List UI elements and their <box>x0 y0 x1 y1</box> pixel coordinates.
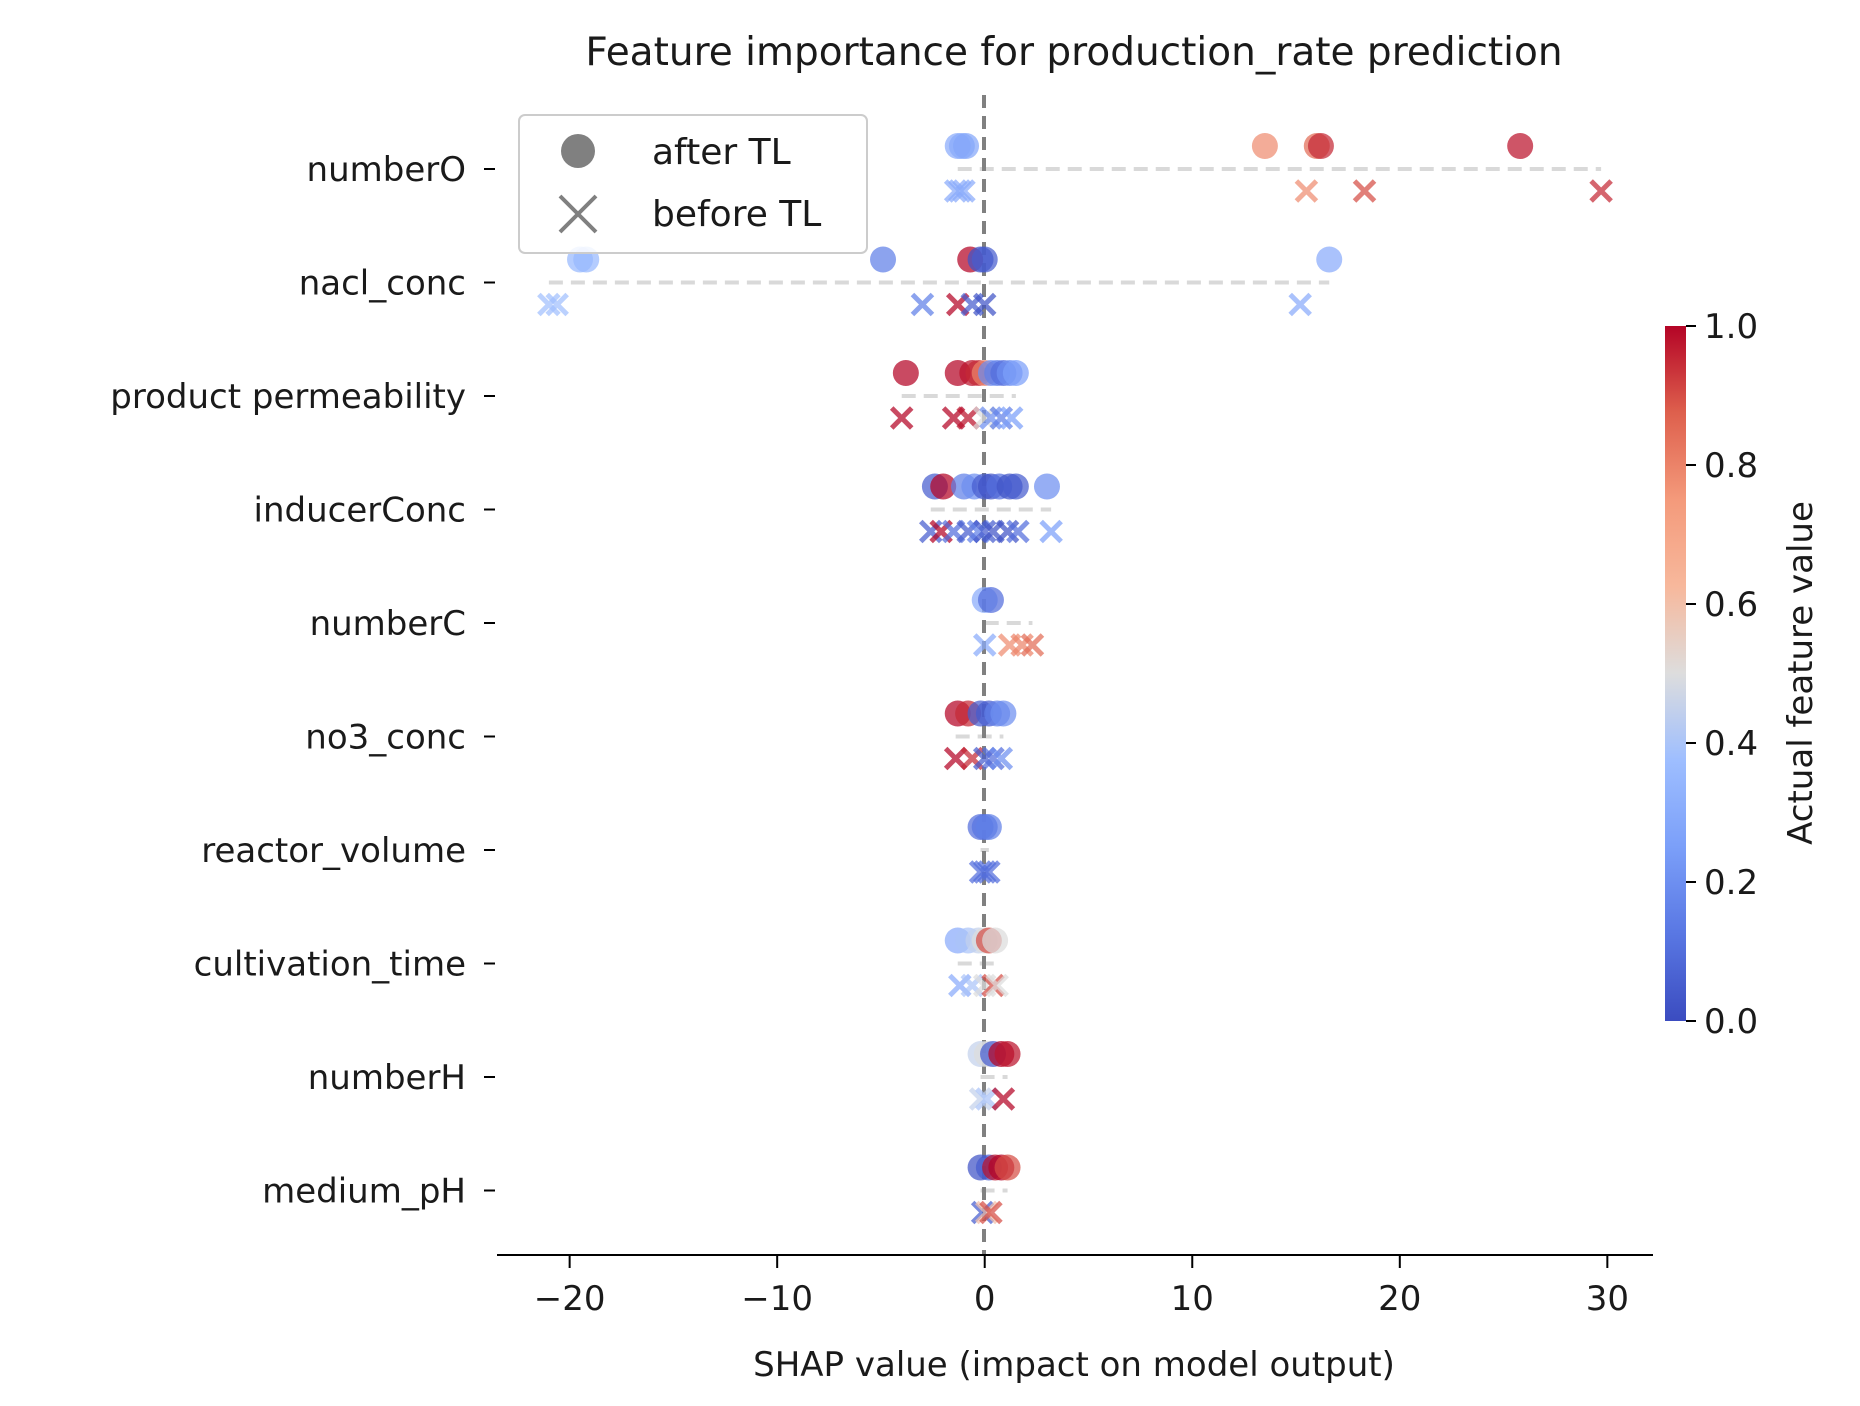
before-tl-point <box>972 633 997 657</box>
after-tl-point <box>1002 360 1029 386</box>
legend-label-after: after TL <box>652 132 791 173</box>
after-tl-point <box>1316 246 1343 273</box>
before-tl-point <box>981 973 1005 998</box>
after-tl-point <box>1307 133 1334 159</box>
colorbar-tick-label: 0.0 <box>1704 1002 1758 1042</box>
before-tl-point <box>943 179 968 203</box>
x-tick-label: 20 <box>1378 1279 1421 1319</box>
after-tl-point <box>994 1154 1021 1181</box>
chart-title: Feature importance for production_rate p… <box>585 30 1562 75</box>
before-tl-point <box>952 179 976 203</box>
colorbar-tick-label: 0.2 <box>1704 863 1758 903</box>
after-tl-point <box>953 133 980 159</box>
after-tl-point <box>892 360 919 386</box>
before-tl-point <box>999 406 1024 430</box>
before-tl-point <box>985 973 1009 998</box>
colorbar-ticks: 0.0 0.2 0.4 0.6 0.8 1.0 <box>1686 307 1758 1042</box>
before-tl-point <box>1039 519 1063 544</box>
before-tl-point <box>1006 519 1030 544</box>
after-tl-point <box>975 814 1002 840</box>
y-tick-label: numberH <box>308 1058 466 1098</box>
after-tl-point <box>930 473 957 500</box>
before-tl-point <box>972 519 997 544</box>
before-tl-point <box>1020 633 1045 657</box>
colorbar-tick-label: 1.0 <box>1704 307 1758 347</box>
y-tick-label: cultivation_time <box>194 945 466 985</box>
x-tick-label: 10 <box>1171 1279 1214 1319</box>
after-tl-point <box>994 1041 1021 1067</box>
y-tick-label: numberC <box>310 604 466 644</box>
colorbar-gradient <box>1665 326 1686 1021</box>
before-tl-point <box>970 1200 995 1225</box>
before-tl-point <box>977 860 1001 884</box>
y-tick-label: medium_pH <box>262 1172 466 1212</box>
before-tl-point <box>1288 292 1312 317</box>
y-tick-label: product permeability <box>110 377 466 417</box>
y-tick-label: inducerConc <box>254 491 467 531</box>
colorbar-tick-label: 0.8 <box>1704 446 1758 486</box>
y-tick-label: no3_conc <box>305 718 466 758</box>
colorbar: 0.0 0.2 0.4 0.6 0.8 1.0 Actual feature value <box>1665 307 1821 1042</box>
before-tl-point <box>889 406 914 430</box>
y-tick-label: numberO <box>307 150 466 190</box>
before-tl-point <box>968 860 993 884</box>
before-tl-point <box>537 292 561 317</box>
after-tl-point <box>1251 133 1278 159</box>
range-lines <box>548 167 1602 1193</box>
before-tl-point <box>989 746 1014 771</box>
x-tick-label: 0 <box>974 1279 996 1319</box>
x-axis-label: SHAP value (impact on model output) <box>753 1345 1395 1385</box>
colorbar-tick-label: 0.6 <box>1704 585 1758 625</box>
after-tl-point <box>982 927 1009 954</box>
before-tl-point <box>1294 179 1319 203</box>
x-axis-ticks: −20 −10 0 10 20 30 <box>534 1256 1629 1319</box>
before-tl-point <box>1589 179 1613 203</box>
before-tl-point <box>972 292 997 317</box>
before-tl-point <box>545 292 569 317</box>
y-tick-label: nacl_conc <box>299 264 466 304</box>
colorbar-label: Actual feature value <box>1781 501 1821 845</box>
y-tick-label: reactor_volume <box>201 831 466 871</box>
legend: after TL before TL <box>518 114 868 254</box>
after-tl-point <box>977 587 1004 613</box>
before-tl-point <box>910 292 935 317</box>
legend-label-before: before TL <box>652 194 821 235</box>
legend-circle-marker <box>561 134 595 168</box>
before-tl-point <box>991 1087 1016 1111</box>
before-tl-point <box>968 1087 993 1111</box>
after-tl-point <box>870 246 897 273</box>
colorbar-tick-label: 0.4 <box>1704 724 1758 764</box>
after-tl-point <box>1033 473 1060 500</box>
after-tl-point <box>971 246 998 273</box>
x-tick-label: −10 <box>741 1279 813 1319</box>
before-tl-point <box>975 1200 999 1225</box>
after-tl-point <box>990 700 1017 727</box>
before-tl-point <box>981 746 1005 771</box>
after-tl-point <box>1002 473 1029 500</box>
before-tl-point <box>972 860 997 884</box>
after-tl-point <box>1507 133 1534 159</box>
x-tick-label: −20 <box>534 1279 606 1319</box>
before-tl-point <box>948 179 972 203</box>
legend-x-marker <box>558 194 598 234</box>
legend-box <box>518 114 868 254</box>
before-tl-point <box>979 1200 1003 1225</box>
x-tick-label: 30 <box>1586 1279 1629 1319</box>
before-tl-point <box>1352 179 1377 203</box>
data-points <box>537 133 1613 1225</box>
